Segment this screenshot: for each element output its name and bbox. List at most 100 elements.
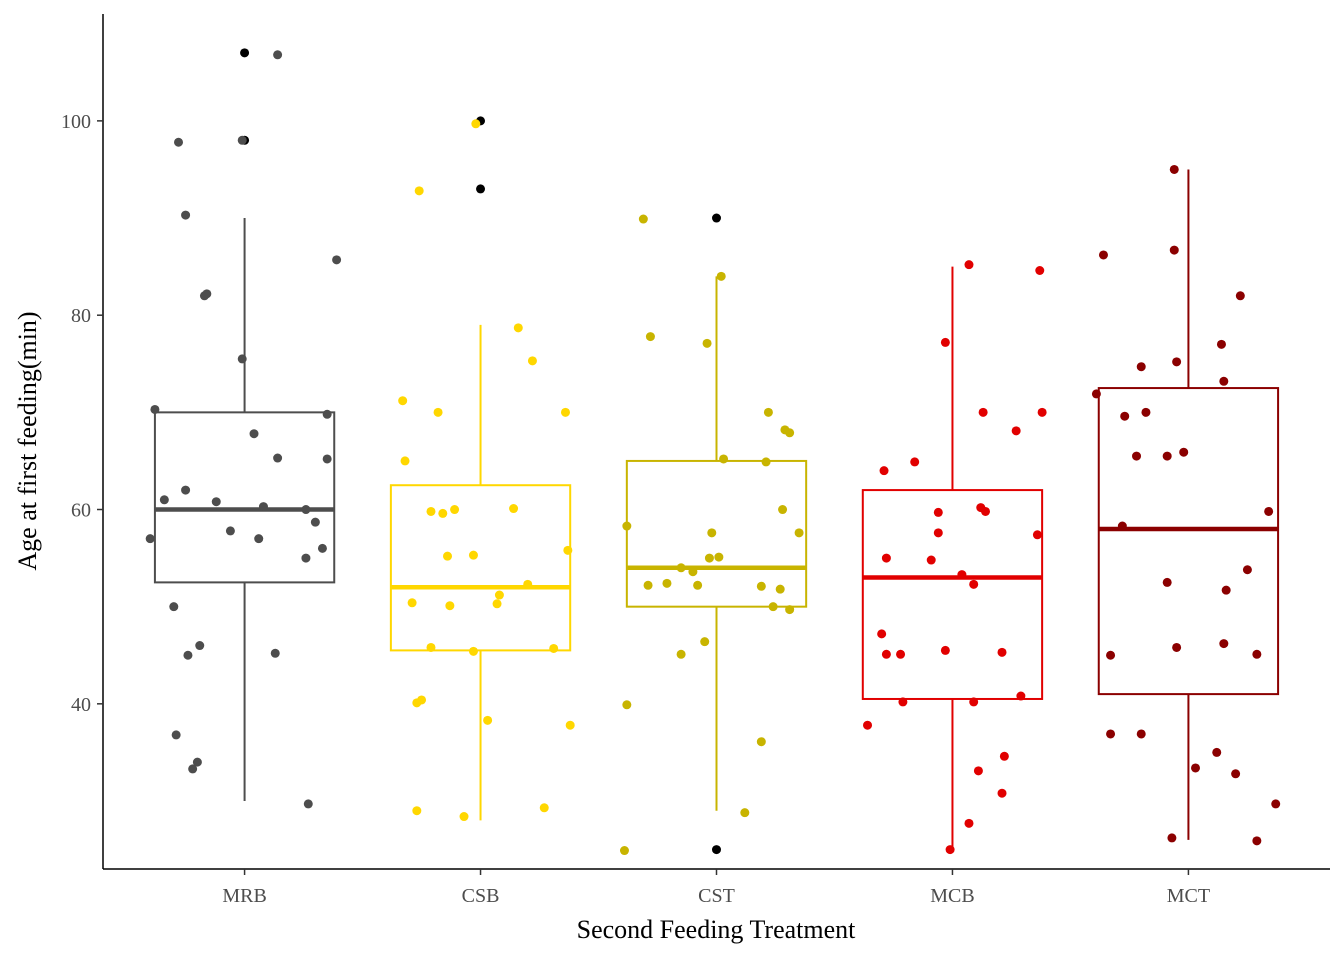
outlier-point [240, 48, 250, 58]
data-point [301, 505, 311, 515]
data-point [273, 453, 283, 463]
data-point [560, 407, 570, 417]
data-point [622, 700, 632, 710]
data-point [171, 730, 181, 740]
y-ticks: 40 60 80 100 [61, 111, 103, 716]
data-point [1037, 407, 1047, 417]
data-point [933, 507, 943, 517]
data-point [879, 466, 889, 476]
data-point [332, 255, 342, 265]
data-point [426, 642, 436, 652]
data-point [426, 506, 436, 516]
x-ticks: MRB CSB CST MCB MCT [222, 869, 1210, 907]
data-point [414, 186, 424, 196]
data-point [1235, 291, 1245, 301]
data-point [273, 50, 283, 60]
data-point [237, 135, 247, 145]
data-point [181, 485, 191, 495]
y-tick-label: 60 [71, 500, 91, 522]
data-point [494, 590, 504, 600]
data-point [1216, 339, 1226, 349]
box [1097, 387, 1280, 696]
data-point [688, 567, 698, 577]
data-point [159, 495, 169, 505]
data-point [1271, 799, 1281, 809]
data-point [450, 505, 460, 515]
data-point [254, 534, 264, 544]
data-point [183, 650, 193, 660]
data-point [483, 715, 493, 725]
data-point [445, 601, 455, 611]
y-tick-label: 100 [61, 111, 91, 133]
data-point [638, 214, 648, 224]
box-group-mct [1091, 164, 1281, 846]
data-point [523, 579, 533, 589]
box [625, 459, 808, 608]
data-point [969, 697, 979, 707]
y-axis-title: Age at first feeding(min) [13, 311, 42, 570]
data-point [1169, 164, 1179, 174]
data-point [997, 788, 1007, 798]
data-point [980, 506, 990, 516]
data-point [1221, 585, 1231, 595]
data-point [863, 720, 873, 730]
data-point [978, 407, 988, 417]
data-point [1172, 357, 1182, 367]
data-point [999, 751, 1009, 761]
data-point [400, 456, 410, 466]
data-point [700, 637, 710, 647]
data-point [301, 553, 311, 563]
data-point [775, 584, 785, 594]
data-point [433, 407, 443, 417]
box [389, 484, 572, 652]
data-point [417, 695, 427, 705]
box [861, 489, 1044, 700]
data-point [1032, 530, 1042, 540]
x-tick-label: CST [698, 885, 735, 907]
data-point [910, 457, 920, 467]
data-point [258, 502, 268, 512]
data-point [303, 799, 313, 809]
outlier-point [712, 845, 721, 855]
data-point [1252, 649, 1262, 659]
data-point [702, 338, 712, 348]
data-point [1242, 565, 1252, 575]
data-point [468, 550, 478, 560]
data-point [492, 599, 502, 609]
data-point [969, 579, 979, 589]
data-point [249, 429, 259, 439]
x-axis-title: Second Feeding Treatment [577, 915, 857, 944]
data-point [785, 428, 795, 438]
data-point [1169, 245, 1179, 255]
data-point [195, 641, 205, 651]
x-tick-label: MCB [930, 885, 974, 907]
data-point [1179, 447, 1189, 457]
data-point [471, 119, 481, 129]
data-point [237, 354, 247, 364]
box-group-mrb [145, 48, 342, 809]
data-point [693, 580, 703, 590]
data-point [676, 649, 686, 659]
data-point [527, 356, 537, 366]
data-point [719, 454, 729, 464]
data-point [549, 643, 559, 653]
data-point [1191, 763, 1201, 773]
data-point [714, 552, 724, 562]
box-group-mcb [861, 260, 1047, 855]
data-point [881, 649, 891, 659]
data-point [973, 766, 983, 776]
data-point [322, 454, 332, 464]
data-point [707, 528, 717, 538]
data-point [756, 737, 766, 747]
data-point [898, 697, 908, 707]
data-point [785, 605, 795, 615]
x-tick-label: CSB [462, 885, 500, 907]
data-point [794, 528, 804, 538]
data-point [145, 534, 155, 544]
data-point [407, 598, 417, 608]
data-point [1219, 376, 1229, 386]
y-tick-label: 80 [71, 305, 91, 327]
data-point [317, 543, 327, 553]
data-point [1035, 266, 1045, 275]
